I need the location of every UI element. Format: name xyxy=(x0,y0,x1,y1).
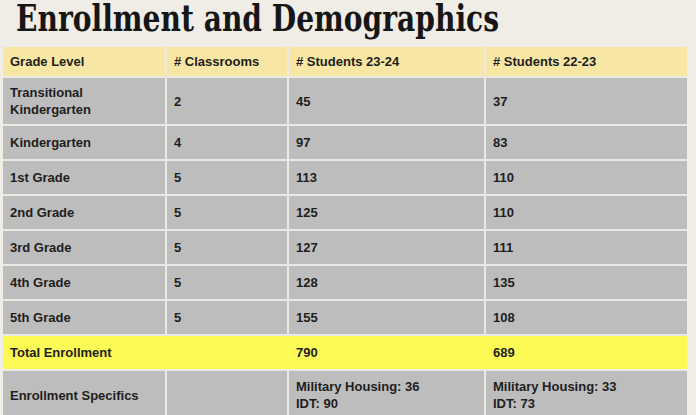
header-grade-level: Grade Level xyxy=(3,47,165,76)
military-housing-23-24: Military Housing: 36 xyxy=(296,378,477,395)
cell-students-22-23: 37 xyxy=(486,78,687,124)
enrollment-table: Grade Level # Classrooms # Students 23-2… xyxy=(3,47,687,415)
cell-students-22-23: 111 xyxy=(486,231,687,264)
cell-grade: 2nd Grade xyxy=(3,196,165,229)
specifics-students-23-24: Military Housing: 36 IDT: 90 xyxy=(289,371,484,415)
cell-classrooms: 5 xyxy=(167,266,287,299)
enrollment-specifics-row: Enrollment Specifics Military Housing: 3… xyxy=(3,371,687,415)
cell-classrooms: 5 xyxy=(167,231,287,264)
cell-students-23-24: 97 xyxy=(289,126,484,159)
cell-students-23-24: 113 xyxy=(289,161,484,194)
cell-students-23-24: 155 xyxy=(289,301,484,334)
cell-students-22-23: 135 xyxy=(486,266,687,299)
page-title: Enrollment and Demographics xyxy=(16,0,499,40)
cell-classrooms: 5 xyxy=(167,301,287,334)
table-header-row: Grade Level # Classrooms # Students 23-2… xyxy=(3,47,687,76)
total-students-23-24: 790 xyxy=(289,336,484,369)
idt-22-23: IDT: 73 xyxy=(493,395,680,412)
cell-students-22-23: 83 xyxy=(486,126,687,159)
cell-classrooms: 4 xyxy=(167,126,287,159)
cell-classrooms: 5 xyxy=(167,196,287,229)
cell-students-22-23: 108 xyxy=(486,301,687,334)
total-classrooms xyxy=(167,336,287,369)
header-classrooms: # Classrooms xyxy=(167,47,287,76)
cell-classrooms: 5 xyxy=(167,161,287,194)
cell-students-23-24: 45 xyxy=(289,78,484,124)
total-students-22-23: 689 xyxy=(486,336,687,369)
cell-grade: 1st Grade xyxy=(3,161,165,194)
header-students-23-24: # Students 23-24 xyxy=(289,47,484,76)
cell-grade: 3rd Grade xyxy=(3,231,165,264)
military-housing-22-23: Military Housing: 33 xyxy=(493,378,680,395)
cell-grade: Transitional Kindergarten xyxy=(3,78,165,124)
table-row: 1st Grade 5 113 110 xyxy=(3,161,687,194)
table-row: 4th Grade 5 128 135 xyxy=(3,266,687,299)
table-row: 5th Grade 5 155 108 xyxy=(3,301,687,334)
total-label: Total Enrollment xyxy=(3,336,165,369)
cell-grade: Kindergarten xyxy=(3,126,165,159)
cell-students-22-23: 110 xyxy=(486,161,687,194)
header-students-22-23: # Students 22-23 xyxy=(486,47,687,76)
cell-classrooms: 2 xyxy=(167,78,287,124)
table-row: Kindergarten 4 97 83 xyxy=(3,126,687,159)
specifics-classrooms xyxy=(167,371,287,415)
table-row: 3rd Grade 5 127 111 xyxy=(3,231,687,264)
idt-23-24: IDT: 90 xyxy=(296,395,477,412)
specifics-students-22-23: Military Housing: 33 IDT: 73 xyxy=(486,371,687,415)
total-enrollment-row: Total Enrollment 790 689 xyxy=(3,336,687,369)
cell-grade: 5th Grade xyxy=(3,301,165,334)
table-row: 2nd Grade 5 125 110 xyxy=(3,196,687,229)
cell-students-23-24: 127 xyxy=(289,231,484,264)
cell-students-23-24: 128 xyxy=(289,266,484,299)
cell-students-22-23: 110 xyxy=(486,196,687,229)
cell-grade: 4th Grade xyxy=(3,266,165,299)
specifics-label: Enrollment Specifics xyxy=(3,371,165,415)
table-row: Transitional Kindergarten 2 45 37 xyxy=(3,78,687,124)
cell-students-23-24: 125 xyxy=(289,196,484,229)
